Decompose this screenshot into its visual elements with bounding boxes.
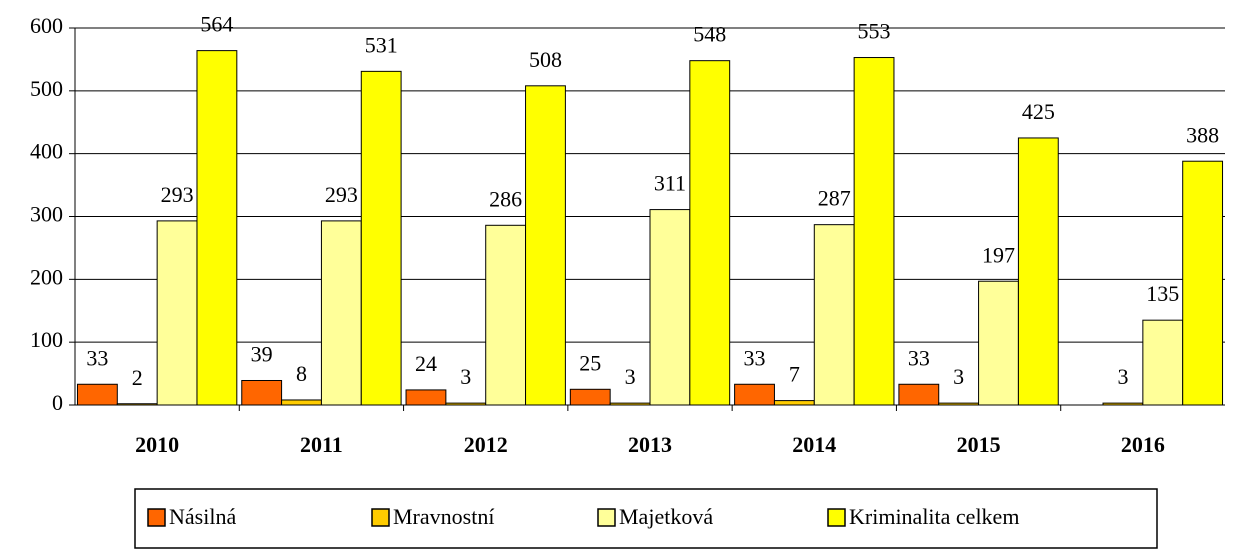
bar	[116, 403, 158, 406]
bar	[978, 280, 1019, 406]
data-label: 24	[415, 351, 437, 376]
data-label: 33	[908, 345, 930, 370]
bar	[281, 399, 322, 406]
bar	[569, 388, 611, 406]
y-tick-label: 300	[30, 202, 63, 227]
y-tick-label: 100	[30, 327, 63, 352]
x-tick-label: 2013	[628, 432, 672, 457]
data-label: 7	[789, 362, 800, 387]
y-tick-label: 500	[30, 76, 63, 101]
bar	[938, 402, 980, 406]
y-tick-label: 200	[30, 264, 63, 289]
data-label: 197	[982, 242, 1015, 267]
bar	[1102, 402, 1144, 406]
data-label: 293	[161, 182, 194, 207]
legend-swatch	[597, 508, 616, 527]
legend-swatch	[147, 508, 166, 527]
bar	[156, 220, 198, 406]
bar	[898, 383, 940, 406]
data-label: 531	[365, 32, 398, 57]
data-label: 25	[579, 350, 601, 375]
data-label: 508	[529, 47, 562, 72]
data-label: 3	[460, 364, 471, 389]
bar	[773, 400, 815, 406]
x-tick-label: 2015	[957, 432, 1001, 457]
legend-label: Mravnostní	[393, 504, 494, 529]
y-tick-label: 600	[30, 13, 63, 38]
data-label: 39	[251, 342, 273, 367]
bar	[241, 379, 283, 406]
bar	[485, 224, 527, 406]
bar	[525, 85, 566, 406]
data-label: 3	[625, 364, 636, 389]
data-label: 286	[489, 186, 522, 211]
x-tick-label: 2014	[792, 432, 836, 457]
data-label: 293	[325, 182, 358, 207]
bar	[76, 383, 118, 406]
data-label: 311	[654, 171, 686, 196]
data-label: 33	[86, 345, 108, 370]
data-label: 553	[858, 19, 891, 44]
bar	[1182, 160, 1224, 406]
bar	[320, 220, 362, 406]
data-label: 388	[1186, 122, 1219, 147]
x-tick-label: 2016	[1121, 432, 1165, 457]
bar	[1017, 137, 1059, 406]
data-label: 425	[1022, 99, 1055, 124]
data-label: 8	[296, 361, 307, 386]
data-label: 33	[744, 345, 766, 370]
bar	[689, 60, 731, 406]
y-tick-label: 0	[52, 390, 63, 415]
x-tick-label: 2011	[300, 432, 343, 457]
bar	[360, 70, 402, 406]
data-label: 287	[818, 186, 851, 211]
bar	[734, 383, 775, 406]
legend-label: Kriminalita celkem	[849, 504, 1019, 529]
data-label: 2	[132, 365, 143, 390]
bar	[405, 389, 447, 406]
x-tick-label: 2012	[464, 432, 508, 457]
bar	[196, 50, 238, 406]
bar	[813, 224, 855, 406]
bar	[853, 57, 895, 406]
bar	[609, 402, 651, 406]
data-label: 3	[1117, 364, 1128, 389]
data-label: 564	[200, 12, 233, 37]
bar	[1142, 319, 1184, 406]
legend-swatch	[827, 508, 846, 527]
data-label: 3	[953, 364, 964, 389]
legend-swatch	[371, 508, 390, 527]
y-tick-label: 400	[30, 139, 63, 164]
legend-box	[134, 488, 1158, 549]
legend-label: Násilná	[169, 504, 236, 529]
bar	[445, 402, 487, 406]
legend-label: Majetková	[619, 504, 713, 529]
bar	[649, 209, 691, 406]
data-label: 548	[693, 22, 726, 47]
x-tick-label: 2010	[135, 432, 179, 457]
data-label: 135	[1146, 281, 1179, 306]
